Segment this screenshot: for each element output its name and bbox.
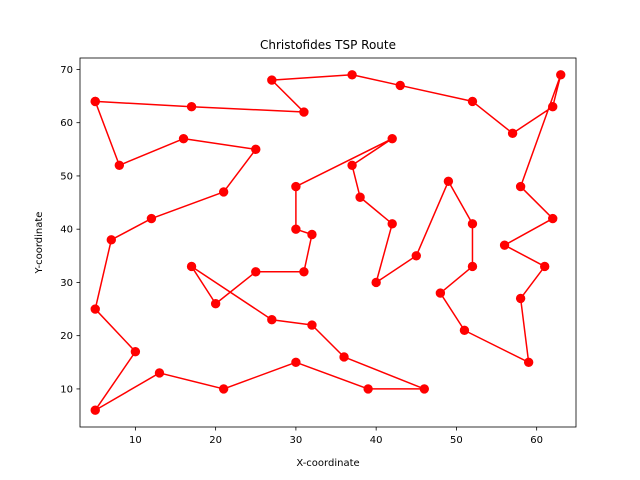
city-point [443,176,454,186]
city-point [507,128,518,139]
y-tick-label: 10 [60,384,73,395]
x-axis-ticks: 10 20 30 40 50 60 [129,427,543,446]
city-point [339,352,349,362]
chart-title: Christofides TSP Route [260,38,396,52]
plot-area [90,70,566,415]
city-point [267,315,277,325]
x-tick-label: 50 [450,435,463,446]
city-point [467,261,478,272]
city-point [556,70,566,80]
city-point [371,277,381,288]
city-point [210,299,221,309]
y-tick-label: 60 [60,118,73,129]
city-point [459,325,470,336]
city-point [299,107,309,117]
city-point [387,219,397,229]
city-point [347,160,357,170]
city-point [291,181,301,192]
city-point [251,144,261,155]
x-axis-label: X-coordinate [296,458,359,469]
city-point [267,75,277,85]
x-tick-label: 20 [209,435,222,446]
y-tick-label: 20 [60,331,73,342]
y-tick-label: 50 [60,171,73,182]
city-point [467,219,478,229]
y-tick-label: 30 [60,278,73,289]
city-point [548,102,558,112]
city-point [540,261,550,272]
city-point [347,70,357,80]
city-point [186,261,197,272]
x-tick-label: 10 [129,435,142,446]
city-point [307,320,317,330]
y-tick-label: 70 [60,65,73,76]
y-axis-ticks: 10 20 30 40 50 60 70 [60,65,80,395]
city-point [387,133,397,144]
city-point [515,181,526,192]
city-point [218,384,229,394]
city-point [419,384,430,394]
city-point [411,251,421,261]
city-point [90,304,100,314]
city-point [90,96,100,107]
city-point [499,240,510,250]
city-point [548,213,558,224]
city-point [106,235,117,245]
city-point [467,96,478,107]
city-point [186,102,197,112]
x-tick-label: 60 [530,435,543,446]
city-point [523,357,534,368]
y-axis-label: Y-coordinate [34,212,45,275]
city-point [90,405,100,415]
city-point [395,80,405,91]
city-point [307,229,317,240]
city-point [355,192,365,202]
y-tick-label: 40 [60,225,73,236]
city-point [291,224,301,234]
city-point [299,267,309,277]
city-point [146,213,157,224]
city-point [251,267,261,277]
plot-frame [79,57,577,428]
x-tick-label: 40 [370,435,383,446]
x-tick-label: 30 [290,435,303,446]
city-point [435,288,446,298]
city-point [114,160,125,170]
city-point [515,293,526,304]
city-point [291,357,301,368]
city-point [130,346,141,357]
city-point [218,187,229,197]
route-line [94,74,562,411]
city-point [154,368,165,378]
city-point [363,384,373,394]
city-point [178,133,189,144]
